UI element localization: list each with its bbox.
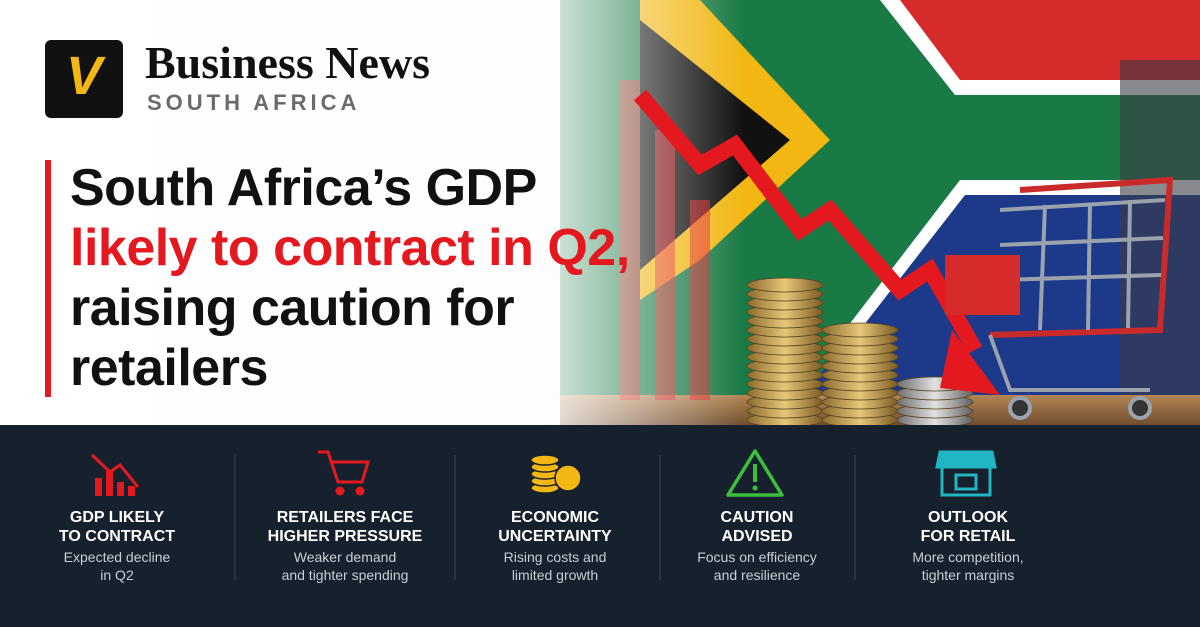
decoration bbox=[954, 473, 978, 491]
feature-description: Expected decline bbox=[64, 549, 171, 565]
features: GDP LIKELY TO CONTRACT Expected decline in … bbox=[59, 509, 1024, 583]
decoration bbox=[318, 450, 371, 484]
feature-title: CAUTION bbox=[721, 509, 794, 526]
headline-line: South Africa’s GDP bbox=[70, 159, 537, 217]
decoration bbox=[988, 334, 1150, 392]
feature-title: UNCERTAINTY bbox=[498, 528, 612, 545]
feature-description: Focus on efficiency bbox=[697, 549, 817, 565]
feature-description: Weaker demand bbox=[294, 549, 396, 565]
coin bbox=[821, 322, 899, 338]
feature-description: and tighter spending bbox=[282, 567, 409, 583]
icon-chart-down bbox=[90, 453, 140, 496]
feature-title: FOR RETAIL bbox=[921, 528, 1016, 545]
headline-accent bbox=[45, 160, 51, 397]
decoration bbox=[335, 486, 345, 496]
feature-title: RETAILERS FACE bbox=[277, 509, 414, 526]
feature-description: More competition, bbox=[912, 549, 1023, 565]
decoration bbox=[999, 198, 1166, 331]
decoration bbox=[935, 450, 997, 469]
decoration bbox=[106, 470, 113, 496]
decoration bbox=[530, 454, 560, 466]
icon-store bbox=[935, 450, 997, 497]
arrow bbox=[633, 89, 1000, 395]
decoration bbox=[945, 255, 1020, 315]
icon-warning bbox=[726, 449, 784, 497]
feature-title: HIGHER PRESSURE bbox=[268, 528, 423, 545]
coin bbox=[746, 277, 824, 293]
feature-title: ECONOMIC bbox=[511, 509, 599, 526]
feature-panel bbox=[0, 425, 1200, 627]
cart bbox=[945, 176, 1174, 420]
decoration bbox=[554, 464, 582, 492]
logo-letter: V bbox=[66, 46, 106, 106]
decoration bbox=[752, 485, 758, 491]
decoration bbox=[95, 478, 102, 496]
decoration bbox=[355, 486, 365, 496]
headline-line: raising caution for bbox=[70, 279, 514, 337]
logo bbox=[45, 40, 123, 118]
decoration bbox=[726, 449, 784, 497]
region: SOUTH AFRICA bbox=[147, 90, 360, 115]
feature-title: ADVISED bbox=[721, 528, 792, 545]
decoration bbox=[1008, 396, 1032, 420]
decoration bbox=[753, 464, 757, 482]
feature-description: in Q2 bbox=[100, 567, 134, 583]
decoration bbox=[117, 482, 124, 496]
decoration bbox=[128, 486, 135, 496]
feature-description: limited growth bbox=[512, 567, 598, 583]
decoration bbox=[1128, 396, 1152, 420]
decoration bbox=[90, 453, 140, 488]
decoration bbox=[633, 89, 982, 354]
decoration bbox=[940, 330, 1000, 395]
feature-title: GDP LIKELY bbox=[70, 509, 165, 526]
icon-coins bbox=[530, 454, 582, 494]
headline-line: likely to contract in Q2, bbox=[70, 219, 630, 277]
decoration bbox=[940, 465, 992, 497]
headline-line: retailers bbox=[70, 339, 268, 397]
feature-description: and resilience bbox=[714, 567, 801, 583]
feature-title: OUTLOOK bbox=[928, 509, 1008, 526]
dividers bbox=[234, 455, 856, 580]
feature-description: Rising costs and bbox=[504, 549, 607, 565]
feature-description: tighter margins bbox=[922, 567, 1015, 583]
feature-title: TO CONTRACT bbox=[59, 528, 175, 545]
icon-cart bbox=[318, 450, 371, 496]
decoration bbox=[989, 176, 1174, 338]
brand: Business News bbox=[145, 37, 430, 88]
